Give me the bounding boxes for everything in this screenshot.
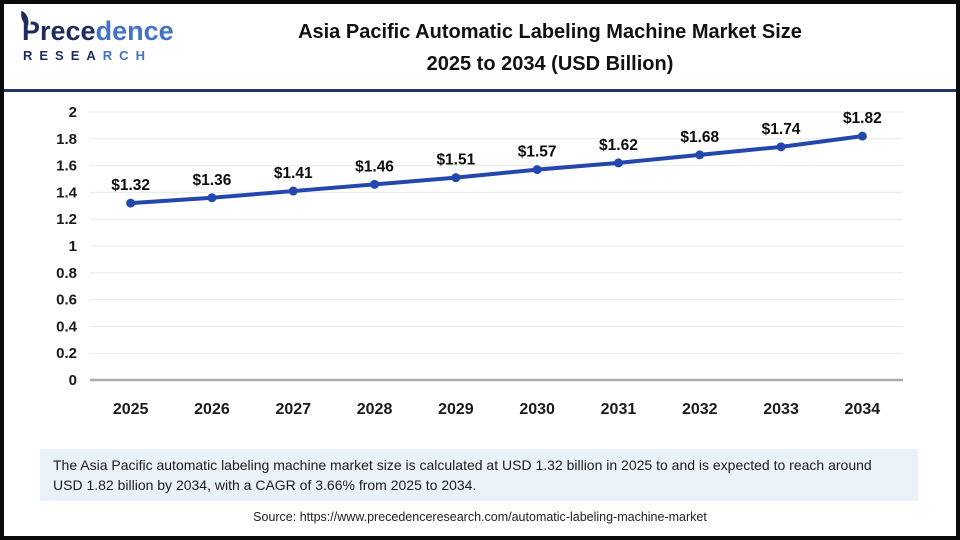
data-point-label: $1.32: [111, 177, 150, 194]
line-chart-svg: 0 0.2 0.4 0.6 0.8 1 1.2 1.4 1.6 1.8 2 2025 2026 2027 2…: [56, 104, 903, 418]
chart-title-line1: Asia Pacific Automatic Labeling Machine …: [298, 21, 802, 43]
logo-wordmark: Precedence: [18, 8, 174, 46]
chart-title-line2: 2025 to 2034 (USD Billion): [426, 53, 674, 75]
x-tick-label: 2031: [601, 401, 637, 418]
data-point-label: $1.68: [680, 129, 719, 146]
data-point: [370, 179, 380, 189]
logo-subtitle: RESEARCH: [20, 48, 174, 63]
x-tick-label: 2030: [519, 401, 555, 418]
y-tick-label: 0.2: [56, 345, 77, 362]
data-point: [695, 150, 705, 160]
y-tick-label: 1.8: [56, 131, 77, 148]
y-tick-label: 0.6: [56, 292, 77, 309]
precedence-research-logo: Precedence RESEARCH: [18, 8, 174, 63]
logo-word-dark: Prece: [22, 16, 96, 46]
chart-title: Asia Pacific Automatic Labeling Machine …: [154, 16, 946, 80]
logo-sub-light: RCH: [102, 48, 152, 63]
y-tick-label: 0: [69, 372, 77, 389]
y-tick-label: 2: [69, 104, 77, 121]
x-tick-label: 2027: [275, 401, 311, 418]
data-point-label: $1.36: [193, 172, 232, 189]
chart-area: 0 0.2 0.4 0.6 0.8 1 1.2 1.4 1.6 1.8 2 2025 2026 2027 2…: [4, 92, 956, 444]
y-tick-label: 1.6: [56, 158, 77, 175]
data-point: [613, 158, 623, 168]
data-point: [126, 198, 136, 208]
x-tick-label: 2032: [682, 401, 718, 418]
x-tick-label: 2034: [845, 401, 881, 418]
header-divider: [4, 89, 956, 92]
data-point: [776, 142, 786, 152]
x-tick-label: 2029: [438, 401, 474, 418]
data-point: [532, 165, 542, 175]
data-point-label: $1.46: [355, 158, 394, 175]
y-tick-label: 1.2: [56, 211, 77, 228]
data-point-label: $1.82: [843, 110, 882, 127]
data-point-label: $1.74: [762, 121, 801, 138]
data-point: [207, 193, 217, 203]
x-tick-label: 2025: [113, 401, 149, 418]
data-point: [288, 186, 298, 196]
x-tick-label: 2028: [357, 401, 393, 418]
logo-sub-dark: RESEA: [23, 48, 103, 63]
data-point-label: $1.62: [599, 137, 638, 154]
logo-word-light: dence: [95, 16, 174, 46]
y-tick-label: 1.4: [56, 184, 78, 201]
data-point-label: $1.57: [518, 144, 557, 161]
header: Precedence RESEARCH Asia Pacific Automat…: [4, 4, 956, 89]
data-point-label: $1.51: [436, 152, 475, 169]
summary-note: The Asia Pacific automatic labeling mach…: [40, 449, 918, 501]
y-tick-label: 1: [69, 238, 77, 255]
data-point: [451, 173, 461, 183]
x-tick-label: 2033: [763, 401, 799, 418]
series-line: [128, 134, 865, 206]
data-point-label: $1.41: [274, 165, 313, 182]
y-tick-label: 0.8: [56, 265, 77, 282]
x-tick-label: 2026: [194, 401, 230, 418]
y-tick-label: 0.4: [56, 318, 78, 335]
data-point: [857, 131, 867, 141]
source-citation: Source: https://www.precedenceresearch.c…: [253, 510, 707, 524]
